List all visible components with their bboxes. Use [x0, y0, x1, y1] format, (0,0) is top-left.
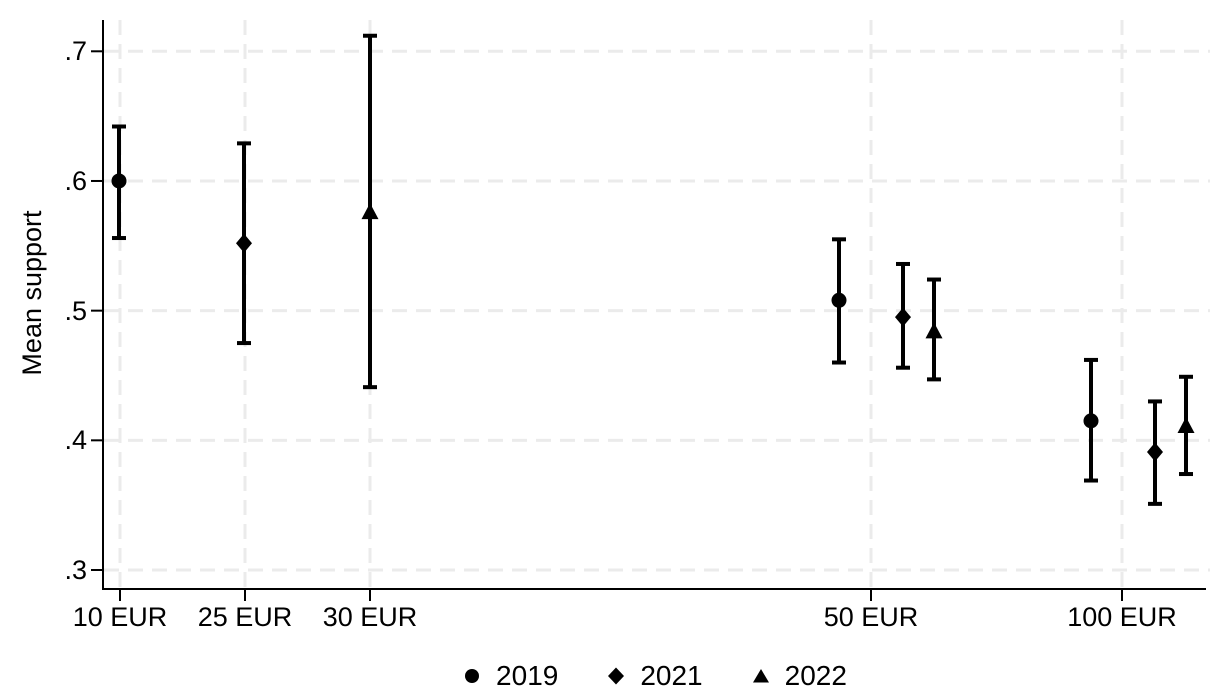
marker-circle [1083, 413, 1099, 429]
x-tick-label: 100 EUR [1067, 602, 1177, 632]
marker-circle [831, 292, 847, 308]
marker-triangle [925, 322, 943, 339]
marker-triangle [1177, 417, 1195, 434]
x-tick-label: 30 EUR [322, 602, 418, 632]
marker-diamond [236, 233, 252, 253]
diamond-marker-icon [608, 667, 625, 685]
triangle-marker-icon [752, 669, 769, 683]
marker-diamond [895, 307, 911, 327]
x-tick-label: 50 EUR [823, 602, 919, 632]
legend-label: 2021 [640, 660, 703, 691]
marker-diamond [1147, 442, 1163, 462]
y-tick-label: .4 [64, 425, 87, 455]
marker-circle [111, 173, 127, 189]
legend-item-2021: 2021 [606, 658, 703, 694]
legend-item-2019: 2019 [462, 658, 558, 694]
legend-label: 2022 [784, 660, 847, 691]
legend-item-2022: 2022 [751, 658, 847, 694]
x-tick-label: 25 EUR [197, 602, 293, 632]
legend: 2019 2021 2022 [103, 658, 1206, 694]
legend-label: 2019 [496, 660, 559, 691]
x-tick-label: 10 EUR [72, 602, 168, 632]
y-tick-label: .3 [64, 555, 87, 585]
circle-marker-icon [465, 669, 480, 683]
y-tick-label: .6 [64, 166, 87, 196]
marker-triangle [361, 203, 379, 220]
y-tick-label: .5 [64, 296, 87, 326]
y-tick-label: .7 [64, 36, 87, 66]
